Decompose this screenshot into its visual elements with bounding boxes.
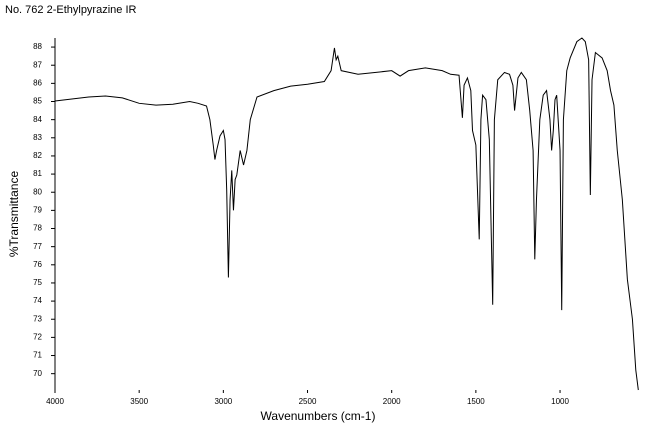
x-tick-label: 3500	[130, 397, 148, 406]
y-tick-label: 78	[33, 224, 42, 233]
y-tick-label: 84	[33, 115, 42, 124]
y-tick-label: 85	[33, 97, 42, 106]
x-tick-label: 4000	[46, 397, 64, 406]
y-tick-label: 72	[33, 332, 42, 341]
y-tick-label: 86	[33, 78, 42, 87]
chart-title: No. 762 2-Ethylpyrazine IR	[5, 4, 137, 16]
x-tick-label: 2000	[383, 397, 401, 406]
y-tick-label: 73	[33, 314, 42, 323]
x-tick-label: 2500	[299, 397, 317, 406]
x-tick-label: 1000	[551, 397, 569, 406]
x-tick-label: 3000	[214, 397, 232, 406]
y-tick-label: 83	[33, 133, 42, 142]
y-tick-label: 76	[33, 260, 42, 269]
y-tick-label: 81	[33, 169, 42, 178]
spectrum-line	[54, 37, 639, 391]
x-tick-label: 1500	[467, 397, 485, 406]
x-axis-label: Wavenumbers (cm-1)	[261, 409, 376, 423]
y-tick-label: 74	[33, 296, 42, 305]
y-tick-label: 70	[33, 369, 42, 378]
y-tick-label: 77	[33, 242, 42, 251]
y-tick-label: 71	[33, 351, 42, 360]
y-tick-label: 80	[33, 187, 42, 196]
y-tick-label: 79	[33, 205, 42, 214]
y-tick-label: 82	[33, 151, 42, 160]
y-tick-label: 88	[33, 42, 42, 51]
y-axis-label: %Transmittance	[7, 171, 21, 258]
y-tick-label: 87	[33, 60, 42, 69]
y-tick-label: 75	[33, 278, 42, 287]
